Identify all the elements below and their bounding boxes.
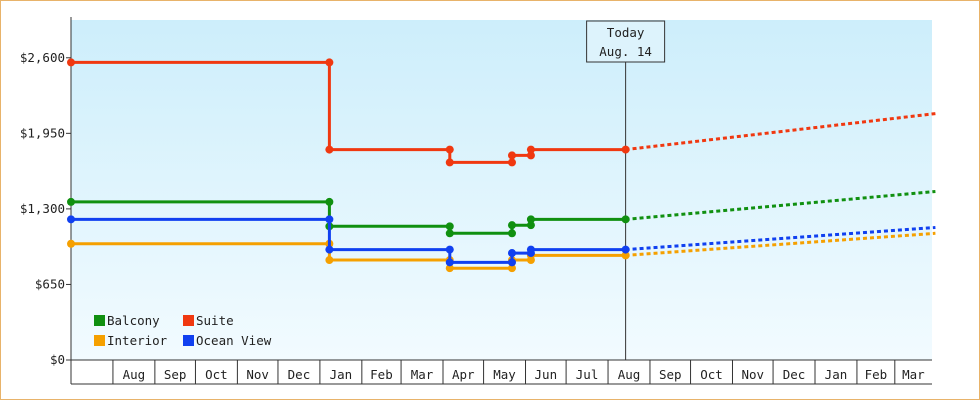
data-point xyxy=(621,245,630,254)
legend-swatch xyxy=(94,315,105,326)
y-tick-label: $1,300 xyxy=(20,201,65,216)
data-point xyxy=(621,145,630,154)
x-tick-label: Mar xyxy=(902,367,925,382)
data-point xyxy=(325,245,334,254)
data-point xyxy=(67,58,75,67)
data-point xyxy=(507,264,516,273)
data-point xyxy=(67,239,75,248)
data-point xyxy=(445,258,454,267)
data-point xyxy=(526,145,535,154)
data-point xyxy=(325,256,334,265)
x-tick-label: Oct xyxy=(700,367,723,382)
x-tick-label: Dec xyxy=(783,367,806,382)
x-tick-label: Nov xyxy=(741,367,764,382)
today-marker: Today Aug. 14 xyxy=(586,20,666,360)
data-point xyxy=(325,58,334,67)
data-point xyxy=(445,245,454,254)
legend-label: Suite xyxy=(196,313,234,328)
data-point xyxy=(621,251,630,260)
data-point xyxy=(507,258,516,267)
data-point xyxy=(526,221,535,230)
data-point xyxy=(325,197,334,206)
data-point xyxy=(507,158,516,167)
x-tick-label: Sep xyxy=(659,367,682,382)
x-tick-label: Sep xyxy=(164,367,187,382)
legend-label: Interior xyxy=(107,333,168,348)
x-tick-label: Jan xyxy=(330,367,353,382)
y-tick-label: $0 xyxy=(50,352,65,367)
plot-background xyxy=(71,20,932,360)
y-tick-label: $2,600 xyxy=(20,50,65,65)
data-point xyxy=(67,197,75,206)
y-tick-label: $1,950 xyxy=(20,125,65,140)
x-tick-label: Nov xyxy=(246,367,269,382)
x-tick-label: Aug xyxy=(123,367,146,382)
forecast-line xyxy=(625,190,936,221)
forecast-line xyxy=(625,112,936,152)
axes: $0 $650 $1,300 $1,950 $2,600 Aug Sep Oct Nov Dec J… xyxy=(20,17,932,385)
x-tick-label: Dec xyxy=(288,367,311,382)
legend-swatch xyxy=(183,315,194,326)
data-point xyxy=(621,215,630,224)
legend-swatch xyxy=(94,335,105,346)
today-label: Today xyxy=(607,25,645,40)
data-point xyxy=(526,151,535,160)
x-tick-label: Aug xyxy=(618,367,641,382)
data-point xyxy=(507,151,516,160)
data-point xyxy=(526,245,535,254)
legend-label: Ocean View xyxy=(196,333,272,348)
data-point xyxy=(445,158,454,167)
y-tick-label: $650 xyxy=(35,276,65,291)
x-tick-label: Apr xyxy=(452,367,475,382)
data-point xyxy=(507,229,516,238)
x-tick-label: Jun xyxy=(535,367,558,382)
today-date: Aug. 14 xyxy=(599,44,652,59)
data-point xyxy=(526,215,535,224)
legend-label: Balcony xyxy=(107,313,160,328)
data-point xyxy=(325,145,334,154)
data-point xyxy=(445,145,454,154)
x-tick-label: Feb xyxy=(865,367,888,382)
x-tick-label: Jul xyxy=(576,367,599,382)
x-tick-label: Oct xyxy=(205,367,228,382)
data-point xyxy=(325,215,334,224)
forecast-line xyxy=(625,231,936,257)
x-tick-label: Mar xyxy=(411,367,434,382)
data-point xyxy=(445,264,454,273)
data-point xyxy=(507,249,516,258)
legend-swatch xyxy=(183,335,194,346)
x-tick-label: Feb xyxy=(370,367,393,382)
forecast-line xyxy=(625,226,936,252)
series-lines xyxy=(67,58,936,273)
data-point xyxy=(507,221,516,230)
data-point xyxy=(445,222,454,231)
x-tick-label: May xyxy=(493,367,516,382)
legend: Balcony Suite Interior Ocean View xyxy=(94,313,272,348)
today-box xyxy=(586,20,666,63)
data-point xyxy=(445,229,454,238)
data-point xyxy=(67,215,75,224)
x-tick-label: Jan xyxy=(825,367,848,382)
